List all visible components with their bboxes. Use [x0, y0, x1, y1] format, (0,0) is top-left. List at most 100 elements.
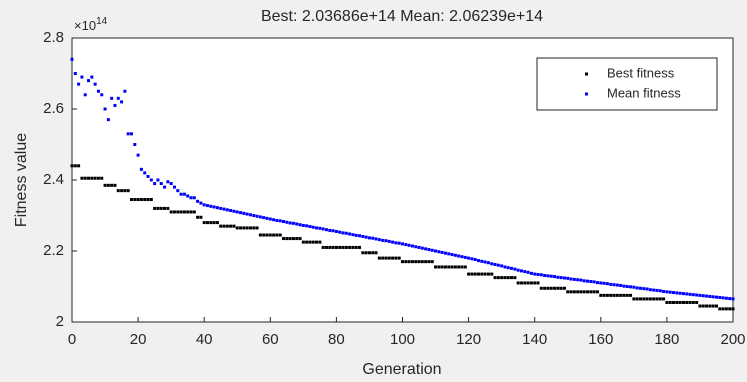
point: [401, 242, 404, 246]
point: [321, 245, 325, 249]
point: [526, 281, 530, 285]
point: [133, 143, 137, 146]
point: [341, 245, 345, 249]
point: [143, 171, 147, 175]
point: [605, 282, 609, 286]
point: [331, 245, 335, 249]
point: [364, 251, 368, 255]
point: [255, 226, 259, 230]
point: [123, 89, 127, 93]
point: [705, 294, 709, 298]
point: [87, 176, 91, 180]
point: [473, 258, 477, 262]
x-tick-label: 20: [130, 331, 147, 348]
point: [556, 275, 560, 279]
point: [691, 300, 695, 304]
point: [513, 267, 517, 271]
point: [262, 216, 266, 220]
point: [103, 107, 107, 111]
point: [295, 222, 299, 226]
x-tick-label: 180: [654, 331, 679, 348]
point: [308, 225, 312, 229]
point: [523, 270, 527, 274]
point: [156, 178, 160, 182]
point: [328, 245, 332, 249]
point: [212, 205, 216, 209]
point: [434, 249, 438, 253]
point: [705, 304, 709, 308]
point: [629, 285, 633, 289]
point: [672, 291, 676, 295]
point: [189, 210, 193, 214]
point: [265, 233, 269, 237]
point: [123, 189, 127, 193]
point: [163, 185, 167, 189]
point: [648, 297, 652, 301]
point: [334, 245, 338, 249]
point: [209, 221, 213, 225]
point: [460, 255, 464, 259]
point: [678, 291, 682, 295]
point: [206, 204, 210, 208]
point: [496, 263, 500, 267]
point: [285, 220, 289, 224]
point: [265, 216, 269, 220]
point: [166, 180, 170, 184]
point: [513, 276, 517, 280]
point: [96, 89, 100, 93]
point: [589, 280, 593, 284]
point: [675, 300, 679, 304]
point: [176, 189, 180, 193]
y-tick-label: 2.4: [43, 171, 64, 188]
point: [229, 209, 233, 213]
point: [559, 276, 563, 280]
point: [533, 272, 537, 276]
point: [678, 300, 682, 304]
point: [374, 251, 378, 255]
point: [301, 240, 305, 244]
point: [695, 293, 699, 297]
point: [612, 293, 616, 297]
point: [718, 296, 722, 300]
point: [387, 256, 391, 260]
point: [672, 300, 676, 304]
point: [625, 293, 629, 297]
point: [344, 231, 348, 235]
point: [80, 176, 84, 180]
point: [691, 293, 695, 297]
point: [486, 272, 490, 276]
point: [298, 223, 302, 227]
point: [295, 237, 299, 241]
point: [70, 164, 74, 168]
point: [120, 100, 124, 104]
point: [239, 226, 243, 230]
point: [129, 198, 133, 202]
point: [586, 290, 590, 294]
point: [569, 277, 573, 281]
point: [172, 210, 176, 214]
point: [437, 265, 441, 269]
point: [572, 290, 576, 294]
point: [427, 248, 431, 252]
point: [549, 274, 553, 278]
point: [103, 183, 107, 187]
point: [503, 276, 507, 280]
point: [714, 304, 718, 308]
point: [100, 176, 104, 180]
point: [652, 297, 656, 301]
point: [344, 245, 348, 249]
point: [417, 245, 421, 249]
point: [638, 286, 642, 290]
point: [235, 226, 239, 230]
point: [410, 260, 414, 264]
point: [367, 236, 371, 240]
point: [321, 227, 325, 231]
point: [179, 192, 183, 196]
point: [367, 251, 371, 255]
point: [110, 183, 114, 187]
point: [526, 270, 530, 274]
point: [384, 239, 388, 243]
point: [87, 79, 91, 83]
point: [549, 286, 553, 290]
